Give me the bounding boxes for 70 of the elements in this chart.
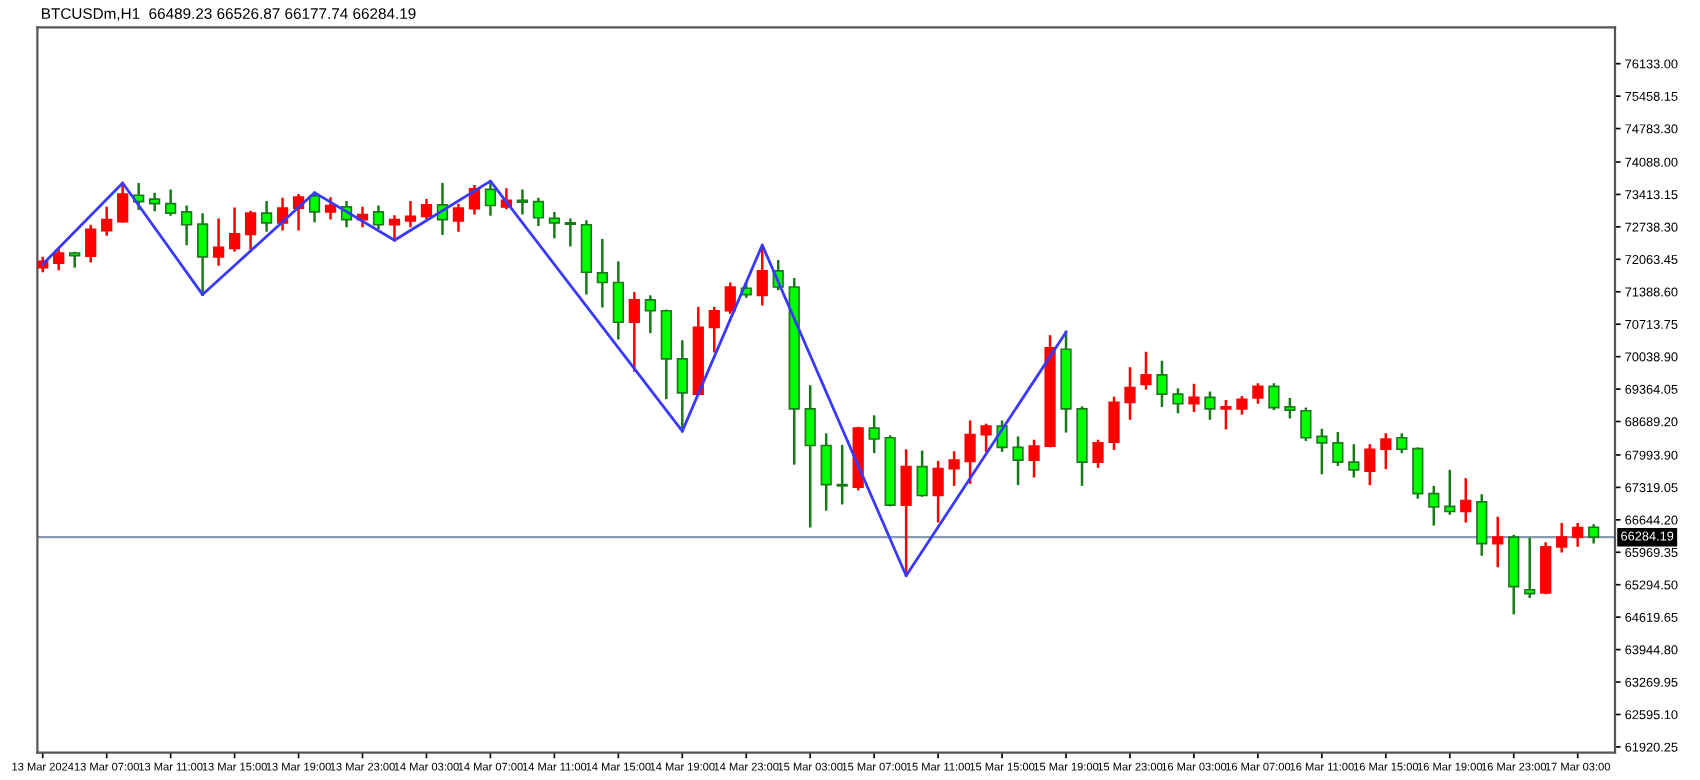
candlestick (1364, 444, 1376, 486)
candlestick (404, 201, 417, 228)
candlestick (1220, 399, 1232, 430)
candlestick (1460, 478, 1472, 523)
candlestick (212, 218, 225, 266)
candlestick (1316, 428, 1328, 475)
candlestick (1572, 523, 1584, 547)
candlestick (1028, 439, 1040, 478)
candlestick (1412, 447, 1424, 499)
candlestick (948, 451, 960, 486)
candlestick (980, 423, 992, 452)
candlestick (1140, 351, 1152, 390)
candlestick (580, 220, 592, 295)
candlestick (1492, 516, 1504, 568)
candlestick (1156, 360, 1168, 407)
candlestick (228, 207, 241, 252)
candlestick (708, 306, 720, 353)
candlestick (1428, 485, 1440, 526)
candlestick (1556, 523, 1568, 553)
candlestick (932, 460, 944, 523)
candlestick (612, 261, 624, 340)
candlestick (628, 292, 640, 372)
candlestick (1476, 494, 1488, 556)
candlestick (900, 449, 912, 577)
candlestick (69, 251, 81, 268)
candlestick (1012, 436, 1024, 486)
candlestick (564, 218, 577, 247)
candlestick (85, 224, 97, 263)
candlestick (53, 249, 65, 271)
candlestick (196, 213, 209, 296)
candlestick (596, 238, 608, 308)
candlestick (676, 340, 688, 433)
candlestick (756, 244, 768, 306)
candlestick (1204, 391, 1216, 420)
candlestick (388, 215, 401, 242)
candlestick (1332, 432, 1344, 466)
candlestick (724, 282, 736, 314)
candlestick (964, 420, 976, 484)
candlestick (324, 197, 337, 220)
candlestick (308, 191, 321, 223)
candlestick (101, 206, 113, 236)
candlestick (372, 205, 385, 230)
candlestick (1380, 433, 1392, 470)
candlestick (117, 181, 129, 223)
candlestick (1172, 388, 1184, 414)
candlestick (868, 415, 880, 454)
candlestick (1092, 439, 1104, 468)
candlestick (644, 295, 656, 334)
candlestick (1124, 367, 1136, 420)
candlestick (1348, 444, 1360, 478)
candlestick (548, 211, 561, 239)
line-series (41, 179, 1068, 578)
candlestick (836, 444, 848, 505)
candlestick (804, 385, 816, 528)
candlestick (916, 450, 928, 497)
candlestick (532, 197, 545, 226)
candlestick (165, 189, 177, 216)
candlestick (149, 192, 161, 212)
candlestick (181, 205, 193, 246)
candlestick (1300, 407, 1312, 441)
candlestick (452, 203, 465, 232)
candlestick (1524, 537, 1536, 599)
candlestick (1268, 383, 1280, 411)
candlestick (820, 433, 832, 511)
candlestick (1540, 542, 1552, 595)
candlestick (1188, 383, 1200, 413)
candlestick (1108, 396, 1120, 450)
candlestick (484, 179, 497, 216)
candlestick (244, 210, 257, 250)
candlestick (260, 201, 273, 232)
